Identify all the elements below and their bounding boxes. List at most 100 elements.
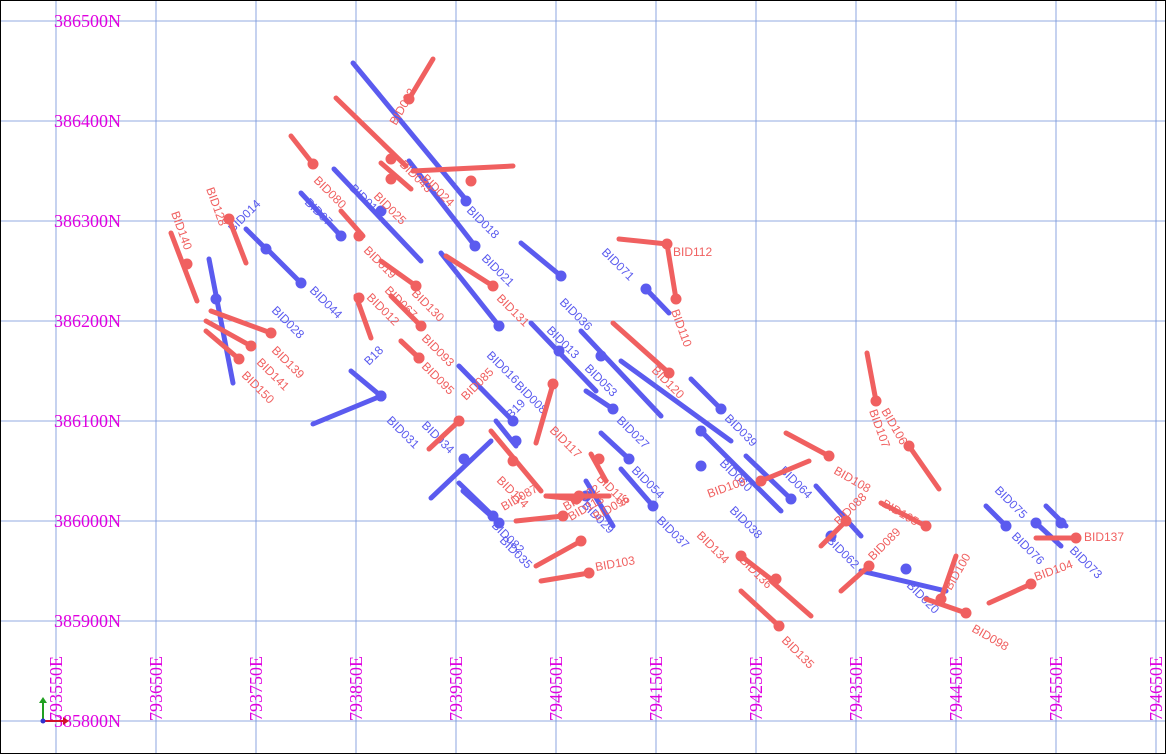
drillhole-collar[interactable]	[870, 395, 882, 407]
drillhole-collar[interactable]	[260, 243, 272, 255]
drillhole-collar[interactable]	[547, 378, 559, 390]
drillhole-trace[interactable]	[783, 430, 832, 459]
drillhole-trace[interactable]	[513, 513, 566, 524]
drillhole-collar[interactable]	[647, 500, 659, 512]
drillhole-collar[interactable]	[735, 550, 747, 562]
drillhole-collar[interactable]	[413, 352, 425, 364]
drillhole-collar[interactable]	[507, 415, 519, 427]
drillhole-collar[interactable]	[385, 173, 397, 185]
drillhole-trace[interactable]	[688, 376, 724, 412]
drillhole-trace[interactable]	[618, 466, 656, 509]
drillhole-collar[interactable]	[493, 320, 505, 332]
drillhole-trace[interactable]	[738, 553, 779, 586]
drillhole-trace[interactable]	[378, 258, 419, 289]
drillhole-collar[interactable]	[353, 292, 365, 304]
drillhole-collar[interactable]	[1070, 532, 1082, 544]
drillhole-trace[interactable]	[618, 358, 734, 444]
drillhole-collar[interactable]	[695, 460, 707, 472]
drillhole-trace[interactable]	[768, 578, 814, 619]
drillhole-collar[interactable]	[469, 240, 481, 252]
drillhole-trace[interactable]	[938, 553, 959, 602]
drillhole-collar[interactable]	[487, 280, 499, 292]
drillhole-trace[interactable]	[538, 570, 592, 584]
drillhole-collar[interactable]	[960, 607, 972, 619]
drillhole-trace[interactable]	[428, 438, 494, 501]
drillhole-trace[interactable]	[616, 236, 670, 247]
drillhole-trace[interactable]	[406, 158, 478, 249]
drillhole-trace[interactable]	[813, 483, 864, 539]
drillhole-trace[interactable]	[583, 478, 616, 529]
drillhole-collar[interactable]	[458, 453, 470, 465]
drillhole-collar[interactable]	[265, 327, 277, 339]
drillhole-trace[interactable]	[443, 253, 496, 289]
drillhole-collar[interactable]	[823, 450, 835, 462]
drillhole-trace[interactable]	[838, 563, 872, 594]
drillhole-trace[interactable]	[350, 60, 470, 204]
drillhole-trace[interactable]	[406, 56, 436, 102]
drillhole-trace[interactable]	[986, 581, 1034, 606]
drillhole-collar[interactable]	[670, 293, 682, 305]
drillhole-trace[interactable]	[738, 588, 782, 629]
drillhole-collar[interactable]	[410, 280, 422, 292]
drillhole-trace[interactable]	[818, 518, 849, 549]
drillhole-trace[interactable]	[578, 328, 664, 419]
drillhole-collar[interactable]	[375, 390, 387, 402]
drillhole-collar[interactable]	[353, 230, 365, 242]
drillhole-collar[interactable]	[595, 350, 607, 362]
drillhole-collar[interactable]	[510, 435, 522, 447]
drillhole-trace[interactable]	[610, 320, 672, 376]
drillhole-trace[interactable]	[664, 241, 679, 302]
drillhole-trace[interactable]	[426, 418, 462, 452]
drillhole-trace[interactable]	[456, 363, 516, 424]
drillhole-collar[interactable]	[555, 270, 567, 282]
drillhole-trace[interactable]	[1033, 520, 1064, 549]
drillhole-collar[interactable]	[210, 293, 222, 305]
drillhole-collar[interactable]	[465, 175, 477, 187]
drillhole-collar[interactable]	[575, 535, 587, 547]
drillhole-collar[interactable]	[415, 320, 427, 332]
drillhole-collar[interactable]	[640, 283, 652, 295]
drillhole-trace[interactable]	[266, 248, 304, 286]
drillhole-collar[interactable]	[1025, 578, 1037, 590]
drillhole-trace[interactable]	[518, 240, 564, 279]
drillhole-collar[interactable]	[385, 153, 397, 165]
drillhole-collar[interactable]	[507, 455, 519, 467]
drillhole-trace[interactable]	[288, 133, 316, 167]
drillhole-collar[interactable]	[1000, 520, 1012, 532]
drillhole-collar[interactable]	[307, 158, 319, 170]
drillhole-trace[interactable]	[758, 458, 812, 484]
drillhole-trace[interactable]	[698, 428, 784, 514]
drillhole-collar[interactable]	[553, 345, 565, 357]
drillhole-collar[interactable]	[223, 213, 235, 225]
drillhole-collar[interactable]	[1030, 517, 1042, 529]
drillhole-collar[interactable]	[840, 515, 852, 527]
drillhole-trace[interactable]	[588, 451, 609, 484]
drillhole-trace[interactable]	[533, 381, 556, 446]
drillhole-collar[interactable]	[715, 403, 727, 415]
drillhole-collar[interactable]	[375, 205, 387, 217]
drillhole-collar[interactable]	[773, 620, 785, 632]
drillhole-collar[interactable]	[863, 560, 875, 572]
drillhole-collar[interactable]	[935, 593, 947, 605]
drillhole-collar[interactable]	[900, 563, 912, 575]
drillhole-trace[interactable]	[528, 320, 599, 394]
drillhole-trace[interactable]	[203, 318, 254, 349]
drillhole-collar[interactable]	[245, 340, 257, 352]
drillhole-trace[interactable]	[226, 216, 249, 266]
drillhole-trace[interactable]	[410, 163, 516, 174]
drillhole-collar[interactable]	[557, 510, 569, 522]
drillhole-trace[interactable]	[456, 480, 496, 519]
drillhole-collar[interactable]	[453, 415, 465, 427]
drillhole-trace[interactable]	[878, 500, 929, 529]
drillhole-collar[interactable]	[755, 475, 767, 487]
drillhole-trace[interactable]	[388, 293, 424, 329]
drillhole-collar[interactable]	[583, 567, 595, 579]
drillhole-collar[interactable]	[593, 453, 605, 465]
drillhole-collar[interactable]	[335, 230, 347, 242]
drillhole-collar[interactable]	[181, 258, 193, 270]
drillhole-collar[interactable]	[607, 403, 619, 415]
drillhole-collar[interactable]	[233, 353, 245, 365]
drillhole-trace[interactable]	[643, 286, 672, 316]
drillhole-trace[interactable]	[378, 160, 414, 192]
